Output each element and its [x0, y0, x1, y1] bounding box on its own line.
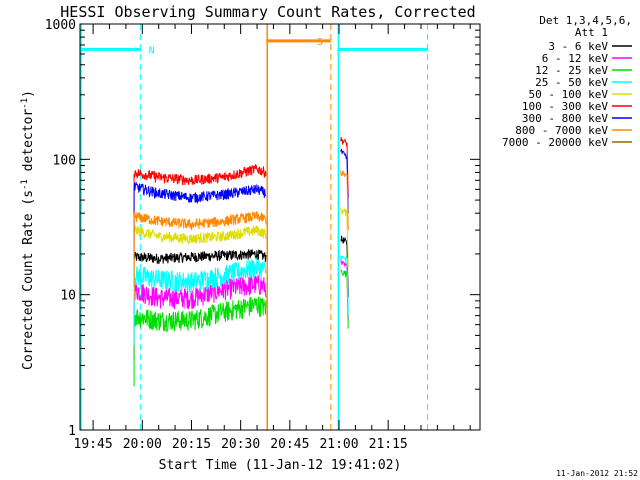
x-tick-label-7: 21:15	[369, 437, 408, 452]
series-late-3	[340, 269, 349, 329]
legend-label-7: 300 - 800 keV	[522, 112, 608, 125]
legend-label-4: 25 - 50 keV	[535, 76, 608, 89]
series-line-5	[133, 225, 267, 301]
series-line-7	[133, 181, 267, 258]
series-line-1	[133, 249, 267, 328]
x-tick-label-5: 20:45	[270, 437, 309, 452]
y-tick-label-4: 1000	[45, 18, 76, 33]
annotation-label-2: S	[317, 37, 323, 48]
legend-label-2: 6 - 12 keV	[542, 52, 609, 65]
series-late-4	[340, 254, 349, 315]
annotation-label-1: N	[149, 45, 155, 56]
x-axis-label: Start Time (11-Jan-12 19:41:02)	[159, 458, 402, 473]
series-line-2	[133, 274, 267, 360]
y-axis-label-mid: detector	[21, 109, 36, 180]
series-late-2	[340, 260, 349, 321]
x-tick-label-6: 21:00	[319, 437, 358, 452]
timestamp: 11-Jan-2012 21:52	[556, 469, 638, 478]
series-late-5	[340, 207, 349, 268]
series-line-6	[133, 164, 267, 244]
series-late-1	[340, 235, 349, 298]
y-axis-label-end: )	[21, 90, 36, 98]
legend-label-5: 50 - 100 keV	[529, 88, 609, 101]
series-late-6	[340, 136, 349, 198]
y-tick-label-1: 1	[68, 424, 76, 439]
legend-header-2: Att 1	[575, 26, 608, 39]
y-tick-label-2: 10	[60, 289, 76, 304]
series-late-8	[340, 170, 349, 231]
chart-title: HESSI Observing Summary Count Rates, Cor…	[60, 3, 475, 21]
legend-label-3: 12 - 25 keV	[535, 64, 608, 77]
legend-label-8: 800 - 7000 keV	[515, 124, 608, 137]
legend-header-1: Det 1,3,4,5,6,	[539, 14, 632, 27]
y-axis-label-sup1: -1	[20, 179, 30, 190]
y-axis-label-main: Corrected Count Rate (s	[21, 190, 36, 370]
y-axis-label: Corrected Count Rate (s-1 detector-1)	[20, 90, 36, 370]
series-line-8	[133, 211, 267, 287]
x-tick-label-2: 20:00	[123, 437, 162, 452]
series-line-3	[133, 296, 267, 387]
series-line-4	[133, 257, 267, 346]
x-tick-label-1: 19:45	[74, 437, 113, 452]
x-tick-label-4: 20:30	[221, 437, 260, 452]
y-axis-label-sup2: -1	[20, 98, 30, 109]
y-tick-label-3: 100	[53, 153, 76, 168]
legend-label-6: 100 - 300 keV	[522, 100, 608, 113]
legend-label-9: 7000 - 20000 keV	[502, 136, 608, 149]
plot-frame	[79, 23, 481, 431]
legend-label-1: 3 - 6 keV	[548, 40, 608, 53]
x-tick-label-3: 20:15	[172, 437, 211, 452]
series-late-7	[340, 148, 349, 214]
